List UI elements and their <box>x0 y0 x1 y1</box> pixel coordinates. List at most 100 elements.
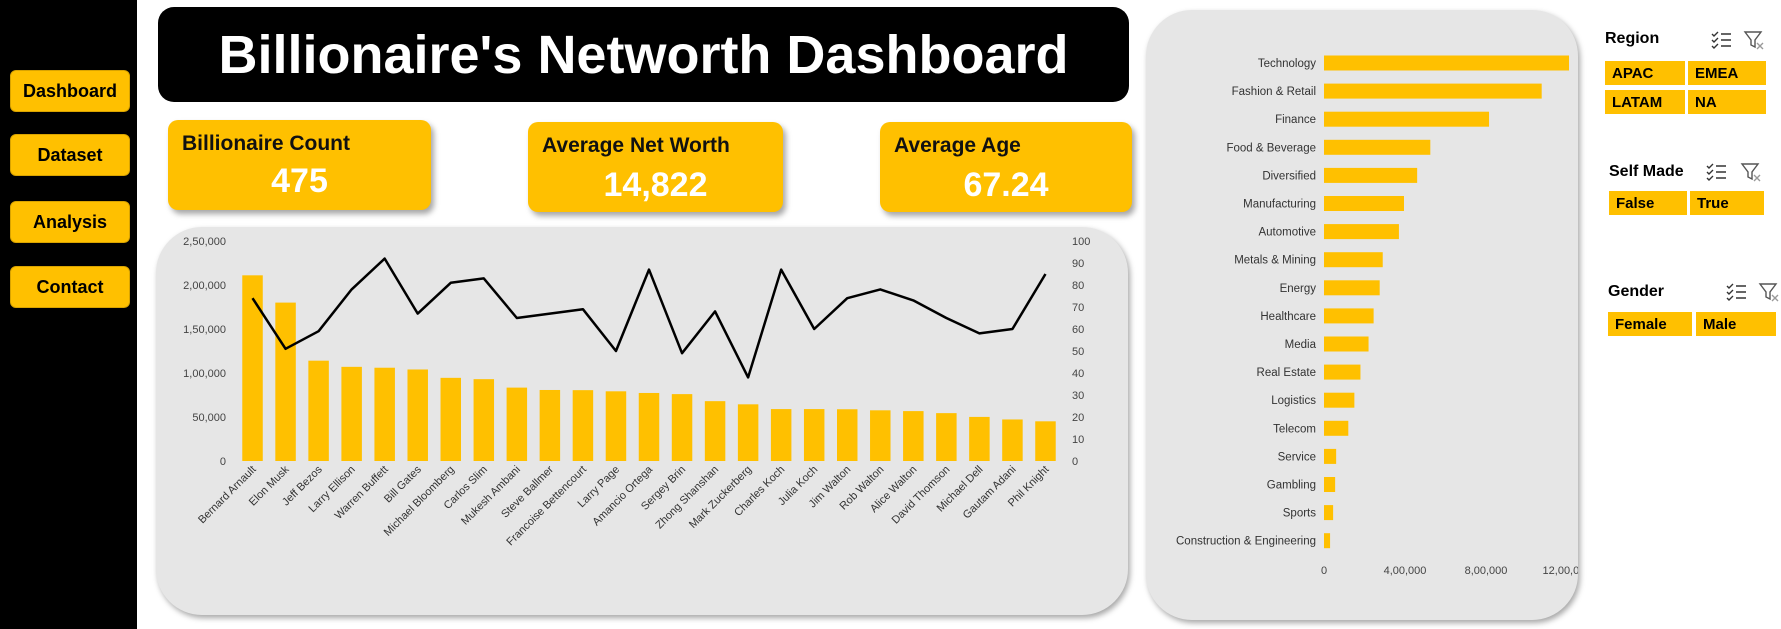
kpi-billionaire-count: Billionaire Count 475 <box>168 120 431 210</box>
kpi-average-net-worth: Average Net Worth 14,822 <box>528 122 783 212</box>
kpi-age-value: 67.24 <box>963 166 1049 204</box>
bar <box>936 413 957 461</box>
y-tick-label: Automotive <box>1258 227 1316 239</box>
bar <box>1324 533 1331 549</box>
y-tick-label: Media <box>1285 339 1317 351</box>
nav-dashboard-button[interactable]: Dashboard <box>10 70 130 112</box>
bar <box>1002 419 1023 461</box>
multi-select-icon[interactable] <box>1705 162 1727 182</box>
x-tick-label: Bernard Arnault <box>196 464 259 527</box>
bar <box>1324 364 1361 380</box>
bar <box>242 275 263 461</box>
y-tick-label: Sports <box>1283 508 1316 520</box>
bar <box>1324 111 1490 127</box>
kpi-networth-value: 14,822 <box>603 166 708 204</box>
y2-tick-label: 30 <box>1072 390 1084 402</box>
bar <box>870 410 891 461</box>
y-tick-label: Telecom <box>1273 423 1316 435</box>
bar <box>803 409 825 461</box>
region-chip-emea[interactable]: EMEA <box>1688 61 1766 85</box>
bar <box>440 377 462 461</box>
nav-dataset-button[interactable]: Dataset <box>10 134 130 176</box>
y2-tick-label: 0 <box>1072 456 1078 468</box>
bar <box>473 379 495 461</box>
y2-tick-label: 70 <box>1072 302 1084 314</box>
gender-slicer-title: Gender <box>1608 283 1665 300</box>
x-tick-label: 0 <box>1321 565 1327 577</box>
industry-bar-chart: Technology Fashion & Retail Finance Food & … <box>1176 55 1591 577</box>
y-tick-label: Diversified <box>1262 170 1316 182</box>
gender-chip-male[interactable]: Male <box>1696 312 1776 336</box>
kpi-count-value: 475 <box>271 162 328 200</box>
region-chip-apac[interactable]: APAC <box>1605 61 1685 85</box>
sidebar: Dashboard Dataset Analysis Contact <box>0 0 137 629</box>
selfmade-chip-false[interactable]: False <box>1609 191 1687 215</box>
y-tick-label: Service <box>1278 451 1316 463</box>
y-tick-label: 0 <box>220 456 226 468</box>
selfmade-chip-true[interactable]: True <box>1690 191 1764 215</box>
bar <box>836 409 858 461</box>
multi-select-icon[interactable] <box>1710 30 1732 50</box>
clear-filter-icon[interactable] <box>1758 282 1780 302</box>
y-tick-label: 1,00,000 <box>183 368 226 380</box>
y-tick-label: 2,00,000 <box>183 280 226 292</box>
y2-tick-label: 90 <box>1072 258 1084 270</box>
bar <box>1324 55 1570 71</box>
bar <box>1324 336 1369 352</box>
y-tick-label: Real Estate <box>1257 367 1316 379</box>
y2-tick-label: 60 <box>1072 324 1084 336</box>
dashboard-title: Billionaire's Networth Dashboard <box>158 7 1129 102</box>
bar <box>770 409 792 461</box>
gender-chip-female[interactable]: Female <box>1608 312 1692 336</box>
kpi-count-label: Billionaire Count <box>182 132 350 155</box>
bar <box>1035 421 1056 461</box>
y-tick-label: Energy <box>1280 283 1317 295</box>
bar <box>1324 167 1418 183</box>
kpi-age-label: Average Age <box>894 134 1021 157</box>
bar <box>638 392 660 461</box>
bar <box>1324 308 1374 324</box>
bar <box>704 401 726 461</box>
bar <box>1324 420 1349 436</box>
nav-contact-button[interactable]: Contact <box>10 266 130 308</box>
nav-analysis-button[interactable]: Analysis <box>10 201 130 243</box>
y-tick-label: Food & Beverage <box>1226 142 1316 154</box>
bar <box>1324 477 1336 492</box>
y2-tick-label: 20 <box>1072 412 1084 424</box>
x-tick-label: 8,00,000 <box>1465 565 1508 577</box>
bar <box>1324 280 1380 296</box>
bar <box>539 389 561 461</box>
y-tick-label: Finance <box>1275 114 1316 126</box>
bar <box>308 360 329 461</box>
bar <box>1324 505 1334 521</box>
region-chip-latam[interactable]: LATAM <box>1605 90 1685 114</box>
bar <box>1324 83 1542 99</box>
bar <box>341 366 362 461</box>
bar <box>969 416 990 461</box>
y-tick-label: Construction & Engineering <box>1176 536 1316 548</box>
networth-age-chart-panel: 0 50,000 1,00,000 1,50,000 2,00,000 2,50,000 0… <box>156 227 1128 615</box>
bar <box>1324 252 1383 268</box>
y-tick-label: Fashion & Retail <box>1232 86 1316 98</box>
networth-age-combo-chart: 0 50,000 1,00,000 1,50,000 2,00,000 2,50,000 0… <box>183 236 1090 548</box>
region-chip-na[interactable]: NA <box>1688 90 1766 114</box>
y-tick-label: Gambling <box>1267 480 1316 492</box>
bar <box>671 394 693 461</box>
bar <box>737 404 759 461</box>
bar <box>903 411 924 461</box>
kpi-networth-label: Average Net Worth <box>542 134 730 157</box>
y-tick-label: Logistics <box>1271 395 1316 407</box>
x-tick-label: Amancio Ortega <box>590 463 655 528</box>
clear-filter-icon[interactable] <box>1743 30 1765 50</box>
bar <box>1324 196 1404 211</box>
selfmade-slicer-title: Self Made <box>1609 163 1684 180</box>
x-tick-label: 12,00,000 <box>1543 565 1578 577</box>
industry-chart-panel: Technology Fashion & Retail Finance Food & … <box>1146 10 1591 620</box>
bar <box>1324 392 1355 408</box>
bar <box>407 369 428 461</box>
age-series-line <box>251 257 1047 379</box>
y-tick-label: Metals & Mining <box>1234 255 1316 267</box>
x-tick-label: Mukesh Ambani <box>459 464 523 528</box>
clear-filter-icon[interactable] <box>1740 162 1762 182</box>
multi-select-icon[interactable] <box>1725 282 1747 302</box>
